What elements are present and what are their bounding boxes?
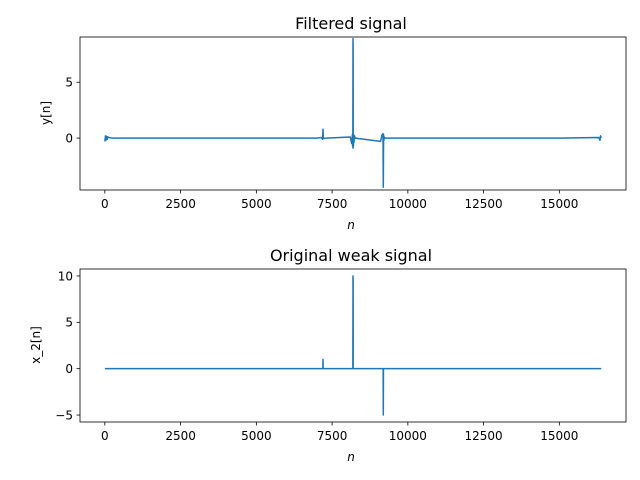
x-tick-label: 5000 <box>241 429 272 443</box>
y-tick-label: −5 <box>55 408 73 422</box>
y-tick-label: 5 <box>65 316 73 330</box>
series-line <box>104 37 602 188</box>
x-tick-label: 10000 <box>389 429 427 443</box>
x-tick-label: 10000 <box>389 197 427 211</box>
y-tick-label: 0 <box>65 362 73 376</box>
x-tick-label: 12500 <box>464 197 502 211</box>
y-tick-label: 10 <box>58 269 73 283</box>
x-tick-label: 7500 <box>317 429 348 443</box>
series-line <box>104 275 602 416</box>
x-tick-label: 2500 <box>165 429 196 443</box>
x-tick-label: 5000 <box>241 197 272 211</box>
x-ticks: 0 2500 5000 7500 10000 12500 15000 <box>101 422 578 443</box>
plot-frame <box>79 268 627 423</box>
x-tick-label: 2500 <box>165 197 196 211</box>
plot-frame <box>79 36 627 191</box>
x-tick-label: 15000 <box>540 429 578 443</box>
y-tick-label: 0 <box>65 131 73 145</box>
x-tick-label: 15000 <box>540 197 578 211</box>
axes-filtered-signal: Filtered signal 0 2500 5000 7500 10000 12500 1… <box>39 14 627 232</box>
y-axis-label: x_2[n] <box>29 326 43 364</box>
x-tick-label: 0 <box>101 197 109 211</box>
axes-original-weak-signal: Original weak signal 0 2500 5000 7500 10000 1… <box>29 246 627 464</box>
x-axis-label: n <box>347 450 355 464</box>
y-tick-label: 5 <box>65 76 73 90</box>
x-tick-label: 7500 <box>317 197 348 211</box>
series-group <box>104 37 602 188</box>
y-ticks: 05 <box>65 76 80 145</box>
y-axis-label: y[n] <box>39 101 53 125</box>
chart-title: Original weak signal <box>270 246 432 265</box>
x-tick-label: 12500 <box>464 429 502 443</box>
y-ticks: −5 0 5 10 <box>55 269 80 422</box>
x-tick-label: 0 <box>101 429 109 443</box>
series-group <box>104 275 602 416</box>
x-ticks: 0 2500 5000 7500 10000 12500 15000 <box>101 190 578 211</box>
chart-title: Filtered signal <box>295 14 407 33</box>
x-axis-label: n <box>347 218 355 232</box>
